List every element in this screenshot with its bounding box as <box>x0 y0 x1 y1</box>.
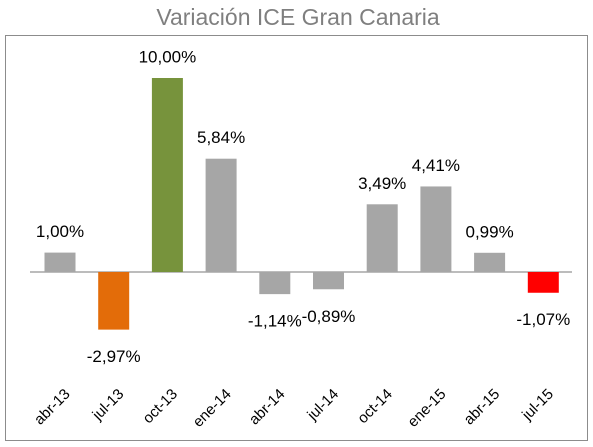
data-label: -0,89% <box>302 307 356 326</box>
bar <box>527 272 559 293</box>
bar <box>98 272 130 330</box>
bar <box>151 78 183 272</box>
bar <box>474 252 506 272</box>
bar <box>313 272 344 290</box>
chart-frame <box>5 35 588 441</box>
data-label: 10,00% <box>139 47 197 66</box>
chart-title: Variación ICE Gran Canaria <box>156 4 440 30</box>
data-label: 5,84% <box>197 128 245 147</box>
data-label: 0,99% <box>465 222 513 241</box>
data-label: 1,00% <box>36 222 84 241</box>
title-backdrop <box>150 4 450 34</box>
bar <box>44 252 76 272</box>
data-label: -2,97% <box>87 347 141 366</box>
data-label: 4,41% <box>412 156 460 175</box>
bar <box>420 186 452 272</box>
data-label: 3,49% <box>358 174 406 193</box>
bar <box>205 158 237 272</box>
bar <box>259 272 291 295</box>
data-label: -1,14% <box>248 312 302 331</box>
data-label: -1,07% <box>516 310 570 329</box>
bar <box>366 204 398 272</box>
